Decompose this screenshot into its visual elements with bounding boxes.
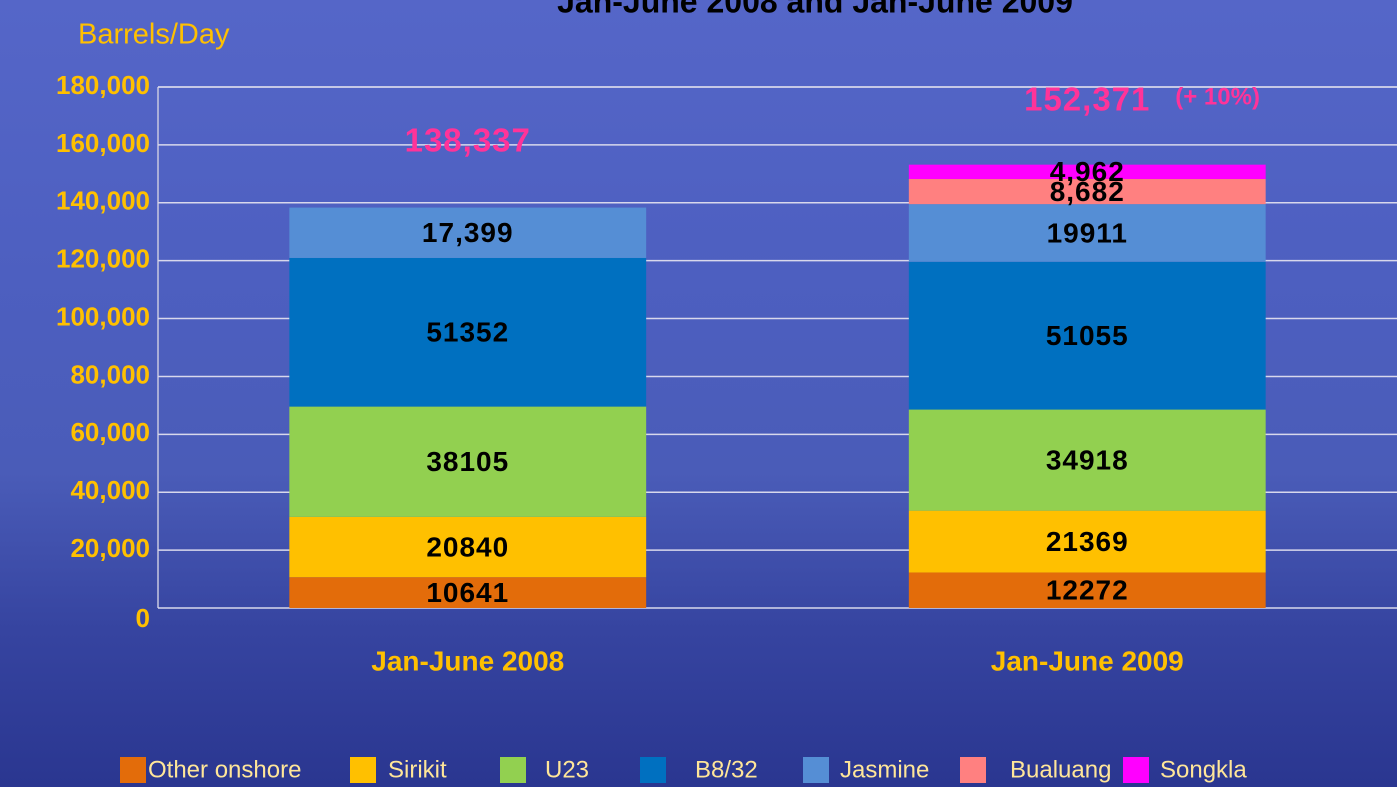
legend-label: Bualuang: [1010, 756, 1111, 783]
legend-label: U23: [545, 756, 589, 783]
bar-segment: [908, 572, 1266, 608]
y-tick-label: 120,000: [56, 244, 150, 274]
y-tick-label: 180,000: [56, 70, 150, 100]
data-label: 12272: [1046, 575, 1129, 606]
bar-segment: [908, 179, 1266, 205]
data-label: 51055: [1046, 320, 1129, 351]
data-label: 51352: [426, 317, 509, 348]
legend-swatch: [640, 757, 666, 783]
data-label: 17,399: [422, 217, 514, 248]
x-tick-label: Jan-June 2009: [991, 645, 1184, 676]
legend-swatch: [1123, 757, 1149, 783]
legend-swatch: [803, 757, 829, 783]
x-tick-label: Jan-June 2008: [371, 645, 564, 676]
legend-label: Sirikit: [388, 756, 447, 783]
data-label: 8,682: [1050, 176, 1125, 207]
bar-segment: [289, 257, 647, 407]
y-tick-label: 100,000: [56, 301, 150, 331]
y-tick-label: 0: [136, 603, 150, 633]
y-axis-label: Barrels/Day: [78, 19, 230, 51]
data-label: 38105: [426, 446, 509, 477]
y-tick-label: 160,000: [56, 128, 150, 158]
y-tick-label: 20,000: [70, 533, 150, 563]
y-tick-label: 80,000: [70, 359, 150, 389]
data-label: 19911: [1047, 217, 1128, 248]
chart-title: Jan-June 2008 and Jan-June 2009: [557, 0, 1073, 19]
bar-segment: [908, 204, 1266, 262]
bar-segment: [289, 207, 647, 258]
data-label: 10641: [426, 577, 509, 608]
data-label: 20840: [426, 531, 509, 562]
legend-label: Other onshore: [148, 756, 301, 783]
legend-swatch: [500, 757, 526, 783]
data-label: 34918: [1046, 444, 1129, 475]
y-tick-label: 60,000: [70, 417, 150, 447]
bar-segment: [908, 261, 1266, 410]
legend-swatch: [960, 757, 986, 783]
bar-segment: [289, 516, 647, 578]
legend-swatch: [350, 757, 376, 783]
legend-label: Jasmine: [840, 756, 929, 783]
y-tick-label: 40,000: [70, 475, 150, 505]
bar-segment: [289, 406, 647, 517]
legend-label: B8/32: [695, 756, 758, 783]
total-label: 138,337: [405, 121, 531, 158]
legend-label: Songkla: [1160, 756, 1247, 783]
y-tick-label: 140,000: [56, 186, 150, 216]
bar-segment: [908, 164, 1266, 180]
data-label: 4,962: [1050, 156, 1125, 187]
change-label: (+ 10%): [1175, 83, 1260, 110]
bar-segment: [908, 510, 1266, 573]
bar-segment: [289, 577, 647, 608]
legend-swatch: [120, 757, 146, 783]
data-label: 21369: [1046, 526, 1129, 557]
bar-segment: [908, 409, 1266, 511]
total-label: 152,371: [1024, 81, 1150, 118]
